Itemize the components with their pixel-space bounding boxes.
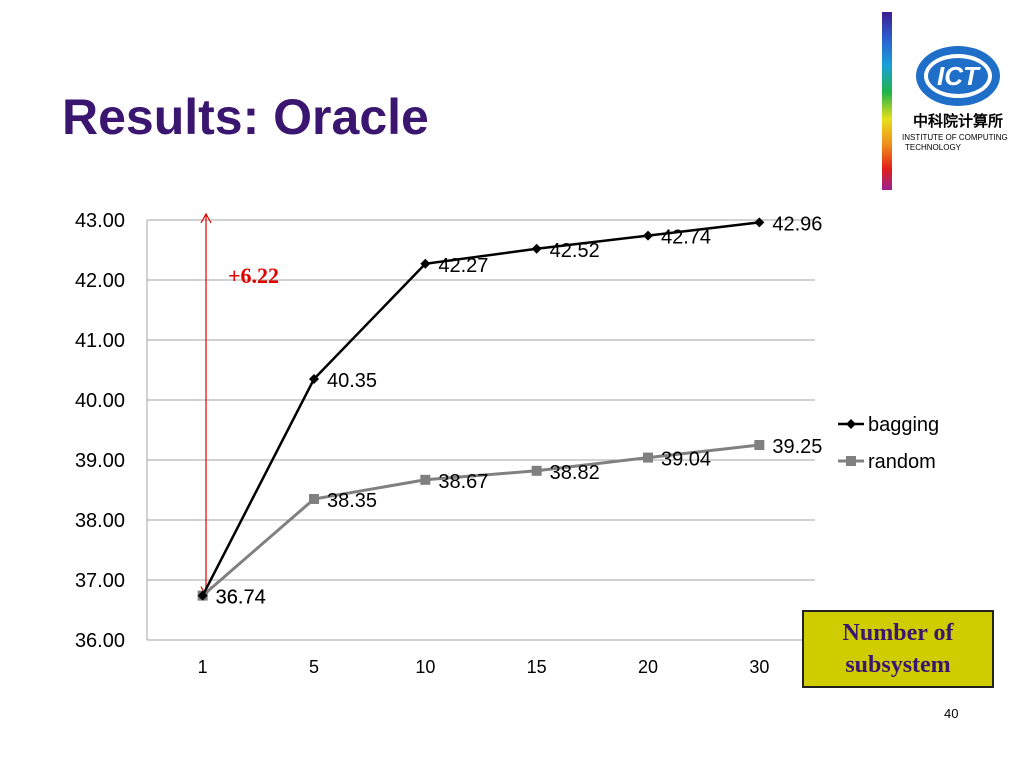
annotation-arrowhead-top (200, 212, 212, 224)
data-label-random: 38.82 (550, 462, 600, 484)
point-random (309, 494, 319, 504)
y-tick-label: 37.00 (75, 570, 125, 592)
data-label-bagging: 40.35 (327, 370, 377, 392)
series-line-bagging (201, 221, 760, 597)
x-tick-label: 15 (527, 657, 547, 677)
legend-marker-bagging (846, 419, 856, 429)
x-tick-label: 20 (638, 657, 658, 677)
y-tick-label: 36.00 (75, 630, 125, 652)
x-tick-label: 30 (749, 657, 769, 677)
logo-caption-line2: TECHNOLOGY (905, 143, 962, 152)
point-bagging (420, 258, 431, 269)
data-label-random: 38.35 (327, 490, 377, 512)
data-label-bagging: 42.74 (661, 227, 711, 249)
data-label-bagging: 36.74 (216, 587, 266, 609)
data-label-bagging: 42.27 (438, 255, 488, 277)
data-label-bagging: 42.96 (772, 213, 822, 235)
data-label-random: 36.74 (216, 587, 266, 609)
ict-logo-icon: ICT 中科院计算所 (913, 46, 1003, 130)
logo-color-bar (882, 12, 892, 190)
point-bagging (197, 590, 208, 601)
data-label-random: 39.04 (661, 449, 711, 471)
slide-title: Results: Oracle (62, 89, 429, 145)
y-tick-label: 42.00 (75, 270, 125, 292)
legend-marker-random (846, 456, 856, 466)
point-random (420, 474, 431, 485)
point-random (531, 465, 542, 476)
note-box: Number of subsystem (802, 610, 994, 688)
point-random (643, 452, 653, 463)
y-tick-label: 39.00 (75, 450, 125, 472)
legend-label-bagging: bagging (868, 414, 939, 436)
x-tick-label: 5 (309, 657, 319, 677)
data-label-random: 38.67 (438, 471, 488, 493)
logo-chinese-text: 中科院计算所 (913, 112, 1003, 130)
data-label-random: 39.25 (772, 436, 822, 458)
y-tick-label: 40.00 (75, 390, 125, 412)
annotation-label: +6.22 (228, 263, 279, 288)
series-line-random (201, 443, 760, 597)
data-label-bagging: 42.52 (550, 240, 600, 262)
legend-label-random: random (868, 451, 936, 473)
point-bagging (643, 230, 653, 241)
point-random (754, 440, 765, 450)
page-number: 40 (944, 706, 959, 721)
note-box-text: Number of subsystem (842, 620, 954, 678)
x-tick-label: 1 (198, 657, 208, 677)
point-bagging (531, 243, 542, 254)
y-tick-label: 38.00 (75, 510, 125, 532)
point-bagging (754, 217, 765, 228)
point-bagging (309, 374, 319, 384)
y-tick-label: 41.00 (75, 330, 125, 352)
x-tick-label: 10 (415, 657, 435, 677)
logo-caption-line1: INSTITUTE OF COMPUTING (902, 133, 1008, 142)
logo-text: ICT (937, 61, 981, 91)
y-tick-label: 43.00 (75, 210, 125, 232)
